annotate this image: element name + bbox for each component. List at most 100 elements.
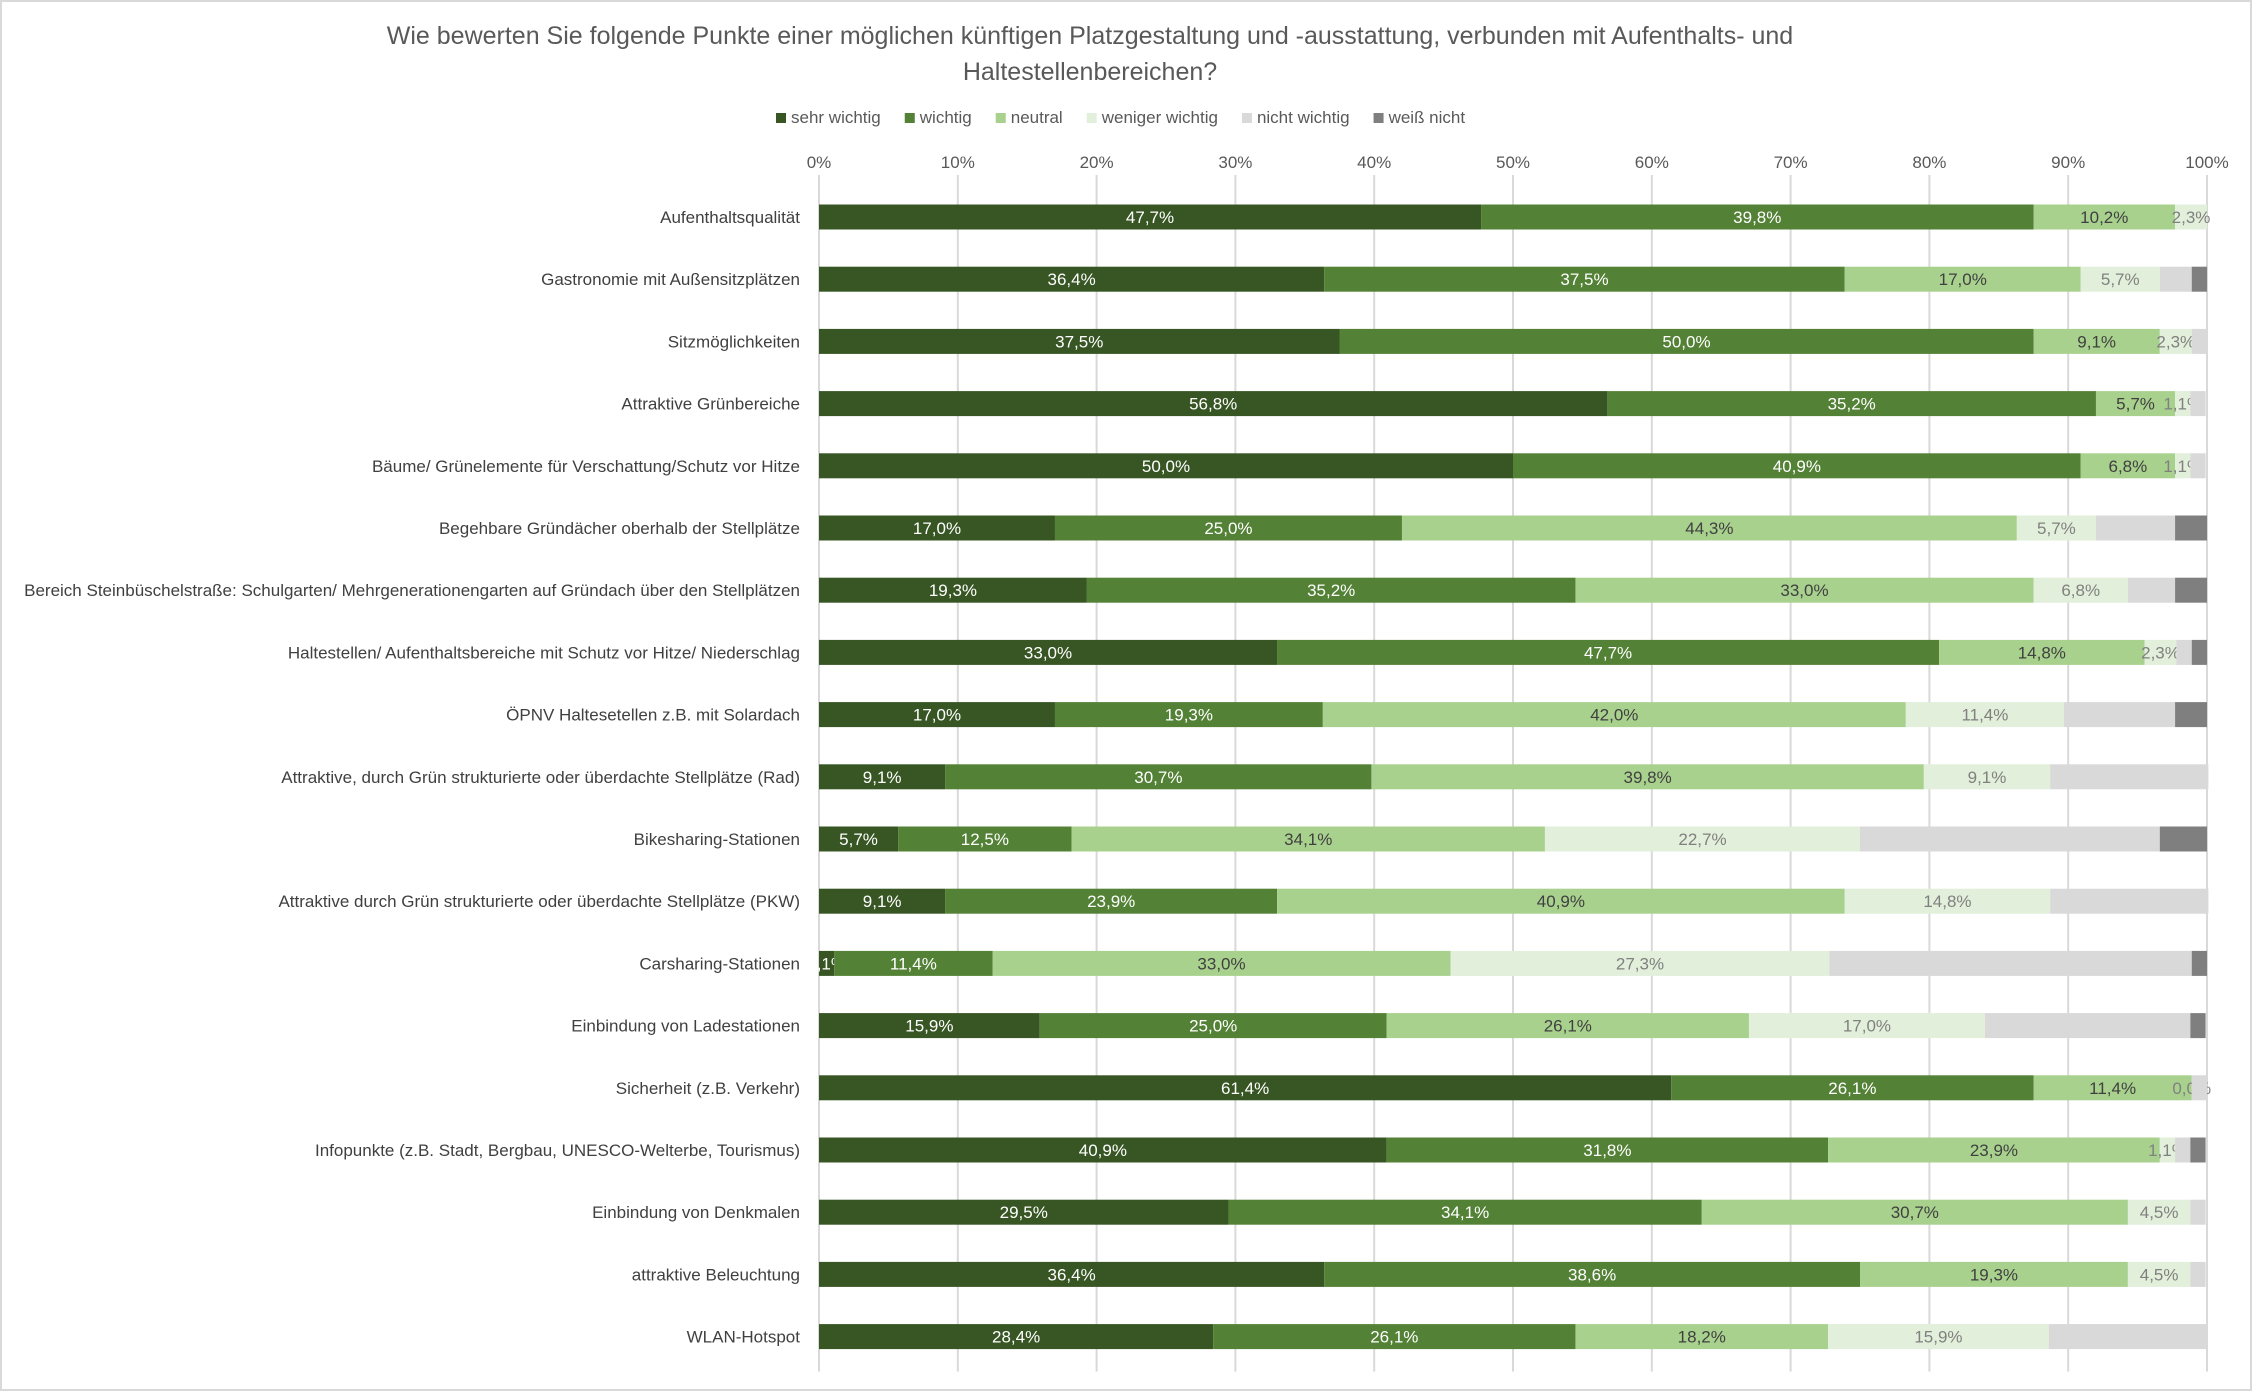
bar-segment xyxy=(1513,453,2081,479)
data-label: 33,0% xyxy=(1780,581,1828,600)
bar-segment xyxy=(834,950,993,976)
bar-segment xyxy=(2175,453,2191,479)
bar-segment xyxy=(2144,639,2177,665)
bar-segment xyxy=(819,764,946,790)
data-label: 11,4% xyxy=(2089,1079,2136,1098)
data-label: 14,8% xyxy=(1923,892,1971,911)
bar-segment xyxy=(2190,1199,2206,1225)
legend-swatch xyxy=(904,113,915,123)
data-label: 61,4% xyxy=(1221,1079,1269,1098)
data-label: 2,3% xyxy=(2141,643,2180,662)
data-label: 47,7% xyxy=(1584,643,1632,662)
data-label: 33,0% xyxy=(1197,954,1245,973)
bar-segment xyxy=(1371,764,1924,790)
data-label: 9,1% xyxy=(863,768,902,787)
bar-segment xyxy=(2016,515,2096,541)
category-label: Einbindung von Ladestationen xyxy=(571,1017,800,1036)
data-label: 2,3% xyxy=(2172,208,2211,227)
bar-segment xyxy=(2175,1137,2191,1163)
bar-segment xyxy=(2095,391,2176,417)
bar-segment xyxy=(1828,1324,2049,1350)
bar-segment xyxy=(819,826,899,852)
bar-segment xyxy=(2191,950,2207,976)
bar-segment xyxy=(2080,266,2160,292)
data-label: 12,5% xyxy=(961,830,1009,849)
data-label: 15,9% xyxy=(905,1017,953,1036)
data-label: 34,1% xyxy=(1441,1203,1489,1222)
data-label: 39,8% xyxy=(1733,208,1781,227)
data-label: 25,0% xyxy=(1189,1017,1237,1036)
bar-segment xyxy=(2033,328,2160,354)
data-label: 42,0% xyxy=(1590,706,1638,725)
bar-segment xyxy=(1228,1199,1702,1225)
data-label: 2,3% xyxy=(2156,332,2195,351)
bar-segment xyxy=(819,453,1513,479)
bar-segment xyxy=(2175,577,2207,603)
data-label: 36,4% xyxy=(1048,270,1096,289)
data-label: 40,9% xyxy=(1537,892,1585,911)
data-label: 17,0% xyxy=(1939,270,1987,289)
data-label: 50,0% xyxy=(1142,457,1190,476)
data-label: 5,7% xyxy=(2101,270,2140,289)
bar-segment xyxy=(819,328,1340,354)
category-label: Haltestellen/ Aufenthaltsbereiche mit Sc… xyxy=(288,643,800,662)
legend-entry: wichtig xyxy=(919,108,972,127)
bar-segment xyxy=(2050,764,2209,790)
bar-segment xyxy=(2033,204,2176,230)
bar-segment xyxy=(819,1324,1214,1350)
data-label: 9,1% xyxy=(2077,332,2116,351)
bar-segment xyxy=(1086,577,1576,603)
data-label: 6,8% xyxy=(2061,581,2100,600)
data-label: 10,2% xyxy=(2080,208,2128,227)
category-label: Bikesharing-Stationen xyxy=(634,830,800,849)
category-label: Gastronomie mit Außensitzplätzen xyxy=(541,270,800,289)
x-tick-label: 60% xyxy=(1635,153,1669,172)
bar-segment xyxy=(819,888,946,914)
bar-segment xyxy=(2176,639,2192,665)
bar-segment xyxy=(2159,266,2192,292)
data-label: 19,3% xyxy=(1165,706,1213,725)
data-label: 37,5% xyxy=(1055,332,1103,351)
data-label: 31,8% xyxy=(1583,1141,1631,1160)
category-label: WLAN-Hotspot xyxy=(687,1328,801,1347)
data-label: 4,5% xyxy=(2140,1265,2179,1284)
bar-segment xyxy=(898,826,1072,852)
bar-segment xyxy=(1575,577,2034,603)
bar-segment xyxy=(819,702,1055,728)
category-label: Einbindung von Denkmalen xyxy=(592,1203,800,1222)
bar-segment xyxy=(2191,266,2207,292)
bar-segment xyxy=(1939,639,2145,665)
bar-segment xyxy=(1828,1137,2160,1163)
category-label: Carsharing-Stationen xyxy=(639,954,800,973)
category-label: Sitzmöglichkeiten xyxy=(668,332,800,351)
bar-segment xyxy=(819,515,1055,541)
legend-entry: nicht wichtig xyxy=(1257,108,1350,127)
bar-segment xyxy=(2064,702,2176,728)
data-label: 23,9% xyxy=(1087,892,1135,911)
data-label: 34,1% xyxy=(1284,830,1332,849)
x-tick-label: 30% xyxy=(1218,153,1252,172)
data-label: 19,3% xyxy=(929,581,977,600)
bar-segment xyxy=(1575,1324,1829,1350)
data-label: 5,7% xyxy=(2116,395,2155,414)
bar-segment xyxy=(819,1199,1229,1225)
data-label: 29,5% xyxy=(1000,1203,1048,1222)
data-label: 30,7% xyxy=(1134,768,1182,787)
category-label: Attraktive Grünbereiche xyxy=(621,395,800,414)
data-label: 26,1% xyxy=(1828,1079,1876,1098)
legend-swatch xyxy=(776,113,786,123)
legend-entry: weiß nicht xyxy=(1388,108,1466,127)
bar-segment xyxy=(1054,702,1323,728)
bar-segment xyxy=(2159,328,2192,354)
x-tick-label: 80% xyxy=(1912,153,1946,172)
legend-swatch xyxy=(1373,113,1384,123)
data-label: 44,3% xyxy=(1685,519,1733,538)
bar-segment xyxy=(1544,826,1860,852)
data-label: 28,4% xyxy=(992,1328,1040,1347)
data-label: 37,5% xyxy=(1560,270,1608,289)
bar-segment xyxy=(2127,1261,2191,1287)
data-label: 5,7% xyxy=(2037,519,2076,538)
bar-segment xyxy=(1905,702,2065,728)
